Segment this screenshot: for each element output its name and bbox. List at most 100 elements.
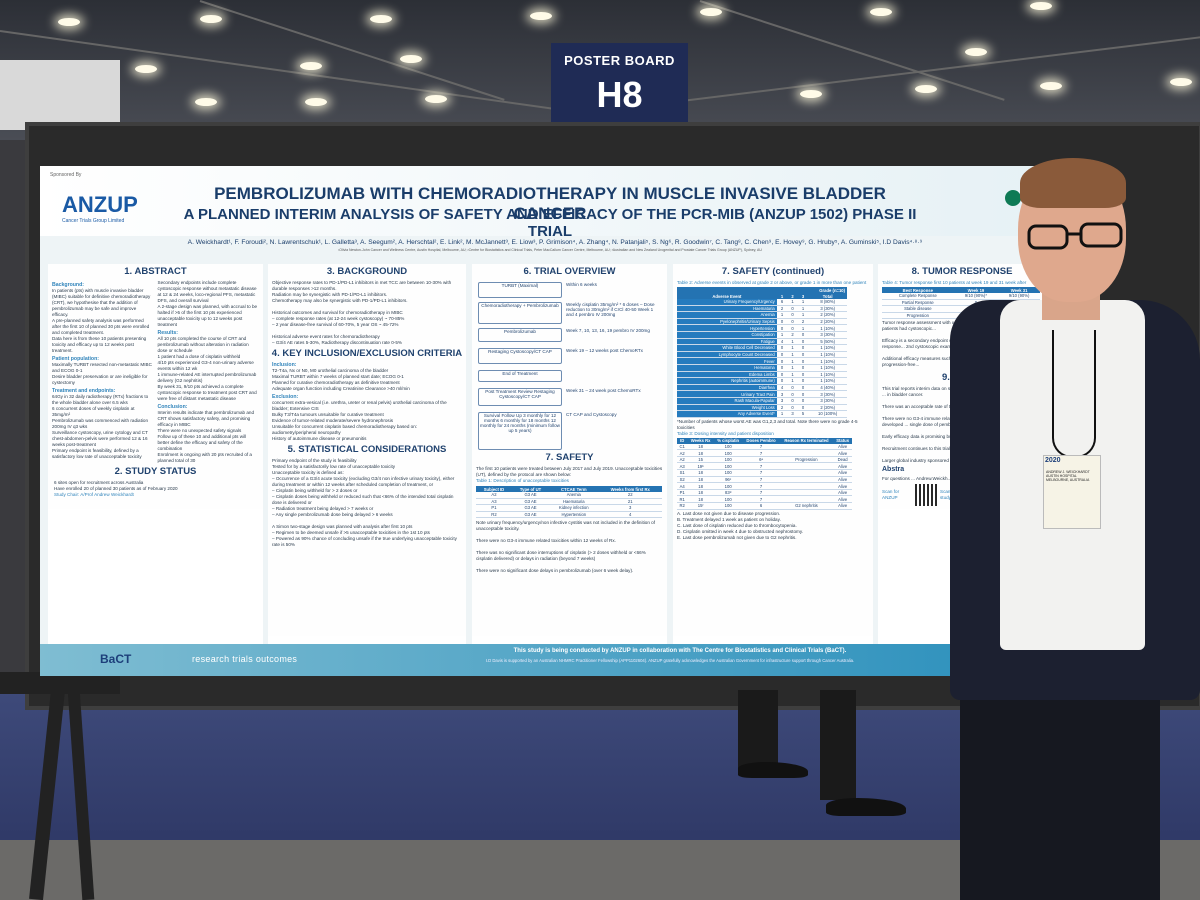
table-cell: Lymphocyte Count Decreased xyxy=(677,351,777,359)
abstract-background: In patients (pts) with muscle invasive b… xyxy=(52,288,151,353)
table-cell: Haematuria xyxy=(549,498,599,506)
flow-note: CT CAP and Cystoscopy xyxy=(566,412,617,417)
table-cell: 10 (100%) xyxy=(808,410,847,418)
table-cell: 0 xyxy=(776,344,788,352)
table-cell: Constipation xyxy=(677,331,777,339)
table-cell: 2 xyxy=(787,331,798,339)
table-header: 2 xyxy=(787,293,798,299)
table-cell: 8 (80%) xyxy=(808,299,847,306)
unacceptable-toxicity-table: Subject ID Type of UT CTCAE Term Weeks from… xyxy=(476,486,662,519)
table-cell: 1 xyxy=(797,299,809,306)
table-cell: 100 xyxy=(713,449,743,457)
table-cell xyxy=(779,462,834,471)
flow-note: Weekly cisplatin 35mg/m² * 6 doses – Dos… xyxy=(566,302,655,317)
poster-affiliations: ¹Olivia Newton-John Cancer and Wellness … xyxy=(338,248,762,252)
table-cell: 1 xyxy=(787,351,798,359)
safety-continued-column: 7. SAFETY (continued) Table 2: Adverse e… xyxy=(673,264,873,644)
statistics-heading: 5. STATISTICAL CONSIDERATIONS xyxy=(287,444,447,455)
table-row: Hypertension 0 0 1 1 (10%) xyxy=(677,324,847,332)
table-cell: 7 xyxy=(742,462,780,471)
table-row: Anemia 1 0 1 2 (20%) xyxy=(677,311,847,319)
table-cell: R1 xyxy=(677,495,688,504)
table-cell: Alive xyxy=(833,469,852,477)
tumor-heading: 8. TUMOR RESPONSE xyxy=(911,266,1013,277)
table-cell: Weight Loss xyxy=(677,404,777,412)
table-header: % cisplatin xyxy=(713,437,743,444)
table-cell: 0 xyxy=(797,397,809,405)
table-cell: 0 xyxy=(797,384,809,392)
institution-icon xyxy=(1005,190,1021,206)
table-cell: 0 xyxy=(776,377,788,385)
table-row: Constipation 1 2 0 3 (30%) xyxy=(677,331,847,339)
grade-header: Grade (n=10) xyxy=(677,287,847,293)
table-cell: 1 (10%) xyxy=(808,377,847,385)
table-header: 1 xyxy=(776,293,788,299)
table-cell: Alive xyxy=(833,443,852,451)
table-cell: 1 xyxy=(787,364,798,372)
table-header: Weeks from first Rx xyxy=(598,486,662,492)
flow-note: Week 7, 10, 13, 16, 19 pembro IV 200mg xyxy=(566,328,650,333)
table-row: A4 18 100 7 Alive xyxy=(677,482,852,490)
table-cell: 3 (30%) xyxy=(808,305,847,313)
abstract-treatment: 64Gy in 32 daily radiotherapy (RTx) frac… xyxy=(52,394,149,459)
background-subheading: Background: xyxy=(52,282,84,288)
results-subheading: Results: xyxy=(157,330,178,336)
table-cell: 6 xyxy=(776,299,788,306)
table-cell xyxy=(779,482,834,490)
table-cell: 1 xyxy=(776,331,788,339)
table-cell: Hypertension xyxy=(549,511,599,519)
table-row: Edema Limbs 0 1 0 1 (10%) xyxy=(677,371,847,379)
table-cell: 18 xyxy=(687,489,714,497)
table-cell: 100 xyxy=(713,482,743,490)
table-cell xyxy=(779,443,834,451)
flow-note: Week 31 – 24 week post ChemoRTx xyxy=(566,388,641,393)
table-cell: Diarrhea xyxy=(677,384,777,392)
study-status-text: 6 sites open for recruitment across Aust… xyxy=(54,480,178,491)
board-number: H8 xyxy=(596,74,643,115)
background-person-legs xyxy=(738,690,778,770)
table-cell xyxy=(779,476,834,484)
table-cell: 0 xyxy=(797,371,809,379)
study-status-heading: 2. STUDY STATUS xyxy=(114,466,197,477)
table4-caption: Table 4: Tumor response first 10 patient… xyxy=(882,280,1027,285)
table-cell: 1 (10%) xyxy=(808,351,847,359)
table-cell: 0 xyxy=(776,351,788,359)
table-cell: 7 xyxy=(742,469,780,477)
table-cell: 0 xyxy=(797,404,809,412)
table-row: R2 15ᶠ 100 6 G2 nephritis Alive xyxy=(677,502,852,510)
table-row: Pyelonephritis/Urinary Sepsis 0 0 2 2 (20%) xyxy=(677,318,847,326)
poster-authors: A. Weickhardt¹, F. Foroudi², N. Lawrents… xyxy=(187,239,923,246)
table-cell: 2 xyxy=(797,318,809,326)
abstract-secondary: Secondary endpoints include complete cys… xyxy=(157,280,258,327)
table-cell: 100 xyxy=(713,469,743,477)
table-cell: 0 xyxy=(797,344,809,352)
table-cell: 1 xyxy=(787,371,798,379)
background-text: Objective response rates to PD-1/PD-L1 i… xyxy=(272,280,452,345)
table3-caption: Table 3: Dosing intensity and patient di… xyxy=(677,430,774,436)
table-cell: 2 xyxy=(776,305,788,313)
table-cell: 3 xyxy=(598,504,662,512)
table-row: A2 G3 AE Anemia 22 xyxy=(476,492,662,499)
table-cell: 100 xyxy=(713,456,743,464)
table-cell: 1 xyxy=(787,344,798,352)
safety-continued-heading: 7. SAFETY (continued) xyxy=(721,266,825,277)
exclusion-subheading: Exclusion: xyxy=(272,394,299,400)
conclusion-subheading: Conclusion: xyxy=(157,404,188,410)
table-row: Nephritis (autoimmune) 0 1 0 1 (10%) xyxy=(677,377,847,385)
table-cell: 9/10 (90%) xyxy=(998,293,1040,300)
table-cell: 18 xyxy=(687,476,714,484)
table-cell: 18 xyxy=(687,469,714,477)
table-cell: Kidney infection xyxy=(549,504,599,512)
abstract-link-text: For questions ... Andrew.Weickh... xyxy=(882,476,952,482)
table-cell: Alive xyxy=(833,482,852,490)
table-header: Week 31 xyxy=(998,287,1040,293)
table-cell: S2 xyxy=(677,476,688,484)
table-cell: 6ᵃ xyxy=(742,456,780,464)
table-cell: Progression xyxy=(882,312,954,320)
treatment-subheading: Treatment and endpoints: xyxy=(52,388,116,394)
table-cell: Haematuria xyxy=(677,305,777,313)
safety-notes: Note urinary frequency/urgency/non infec… xyxy=(476,520,655,574)
table-row: S1 18 100 7 Alive xyxy=(677,469,852,477)
table-cell: 3 xyxy=(787,410,798,418)
table-cell: 1 (10%) xyxy=(808,364,847,372)
